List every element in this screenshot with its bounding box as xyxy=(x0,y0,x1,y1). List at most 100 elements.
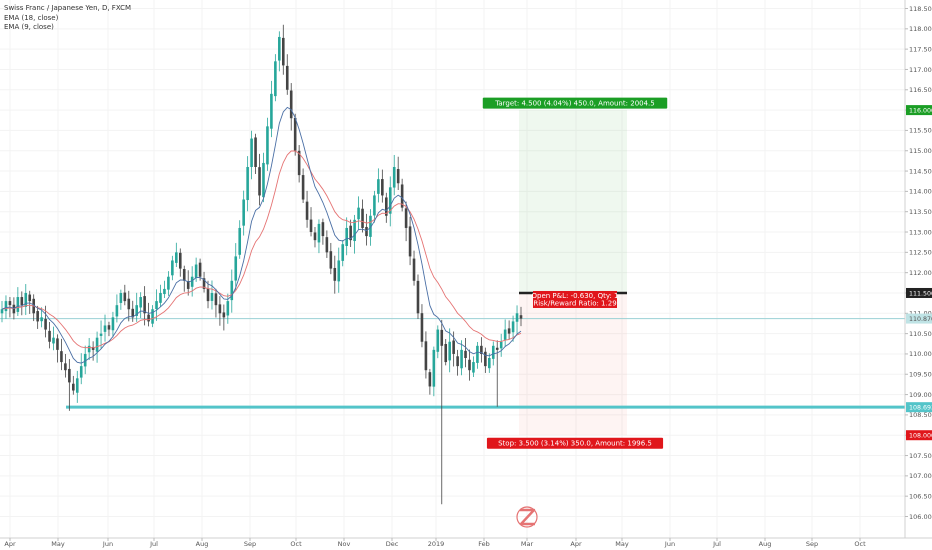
time-axis[interactable]: Apr May Jun Jul Aug Sep Oct Nov Dec 2019 Feb Mar Apr… xyxy=(0,537,932,548)
candle-body xyxy=(246,166,249,201)
candle-body xyxy=(313,232,317,241)
candle-body xyxy=(127,298,131,310)
candle-body xyxy=(24,292,28,307)
candles xyxy=(0,24,523,505)
candle-body xyxy=(365,226,368,237)
ema-9-line xyxy=(1,106,522,364)
legend-ema-18: EMA (18, close) xyxy=(4,13,59,22)
candle-body xyxy=(163,288,166,295)
price-tick-label: 113.500 xyxy=(909,208,932,216)
candle-body xyxy=(515,313,519,322)
candle-body xyxy=(202,278,206,289)
price-tick-label: 110.000 xyxy=(909,350,932,358)
candle-body xyxy=(115,305,119,317)
candle-body xyxy=(266,126,269,165)
target-label-box xyxy=(482,97,668,109)
candle-body xyxy=(325,237,329,253)
candle-body xyxy=(507,328,511,334)
time-tick-label: Jul xyxy=(712,540,721,548)
target-label-text: Target: 4.500 (4.04%) 450.0, Amount: 200… xyxy=(494,100,655,108)
candle-body xyxy=(36,311,39,322)
candle-body xyxy=(396,169,400,184)
candle-body xyxy=(52,337,55,344)
candle-body xyxy=(503,329,507,340)
candle-body xyxy=(68,368,71,383)
candle-body xyxy=(495,347,499,350)
candle-body xyxy=(91,346,95,350)
candle-body xyxy=(484,351,487,367)
candle-body xyxy=(48,330,51,342)
candle-body xyxy=(143,296,146,314)
candle-body xyxy=(309,219,313,233)
price-axis[interactable]: 106.000 106.500 107.000 107.500 108.000 108.5… xyxy=(904,0,932,538)
candle-body xyxy=(353,219,356,242)
candle-body xyxy=(274,61,277,97)
candle-body xyxy=(222,312,226,318)
candle-body xyxy=(159,292,162,303)
price-tick-label: 118.500 xyxy=(909,5,932,13)
candle-body xyxy=(16,297,20,312)
pnl-text: Open P&L: -0.630, Qty: 1 xyxy=(531,292,618,300)
time-tick-label: Aug xyxy=(196,540,209,548)
candle-body xyxy=(329,251,333,269)
candle-body xyxy=(242,199,245,226)
candle-body xyxy=(468,359,471,371)
candle-body xyxy=(373,195,376,216)
candle-body xyxy=(388,187,392,214)
candle-body xyxy=(480,345,483,354)
price-tick-label: 116.500 xyxy=(909,86,932,94)
candle-body xyxy=(226,301,230,316)
entry-price-tag: 111.500 xyxy=(906,287,932,298)
candle-body xyxy=(349,225,352,241)
candle-body xyxy=(119,292,123,303)
time-tick-label: Mar xyxy=(521,540,534,548)
candle-body xyxy=(432,349,436,387)
time-tick-label: May xyxy=(51,540,65,548)
time-tick-label: Feb xyxy=(478,540,490,548)
candle-body xyxy=(99,333,103,336)
candle-body xyxy=(206,288,210,302)
candle-body xyxy=(167,276,170,290)
candle-body xyxy=(412,258,416,281)
time-tick-label: Oct xyxy=(290,540,302,548)
time-tick-label: Jun xyxy=(664,540,675,548)
price-tick-label: 106.000 xyxy=(909,513,932,521)
price-tick-label: 109.500 xyxy=(909,371,932,379)
candle-body xyxy=(103,325,107,332)
candle-body xyxy=(270,93,273,129)
candle-body xyxy=(357,207,360,220)
candle-body xyxy=(175,252,178,263)
candle-body xyxy=(262,162,265,198)
candle-body xyxy=(499,341,503,349)
target-label: Target: 4.500 (4.04%) 450.0, Amount: 200… xyxy=(482,97,668,109)
candle-body xyxy=(361,208,364,228)
time-tick-label: Sep xyxy=(244,540,256,548)
candle-body xyxy=(293,117,297,151)
candle-body xyxy=(384,197,388,216)
target-zone xyxy=(519,110,627,293)
candle-body xyxy=(460,349,463,369)
price-tick-label: 115.000 xyxy=(909,147,932,155)
candle-body xyxy=(155,301,158,310)
candle-body xyxy=(83,353,87,367)
candle-body xyxy=(258,167,261,196)
time-tick-label: Jun xyxy=(102,540,113,548)
candle-body xyxy=(337,260,341,282)
candle-body xyxy=(448,341,451,361)
price-tick-label: 117.500 xyxy=(909,45,932,53)
stop-price-tag-text: 108.000 xyxy=(909,433,932,440)
stop-price-tag: 108.000 xyxy=(906,430,932,441)
pnl-label-box xyxy=(533,290,617,308)
candle-body xyxy=(369,215,372,237)
time-tick-label: Oct xyxy=(854,540,866,548)
time-tick-label: Dec xyxy=(386,540,399,548)
price-tick-label: 106.500 xyxy=(909,492,932,500)
legend-symbol: Swiss Franc / Japanese Yen, D, FXCM xyxy=(4,4,132,12)
candle-body xyxy=(79,366,83,378)
candle-body xyxy=(476,345,479,363)
candle-body xyxy=(416,280,420,314)
candle-body xyxy=(404,208,408,228)
time-tick-label: May xyxy=(615,540,629,548)
